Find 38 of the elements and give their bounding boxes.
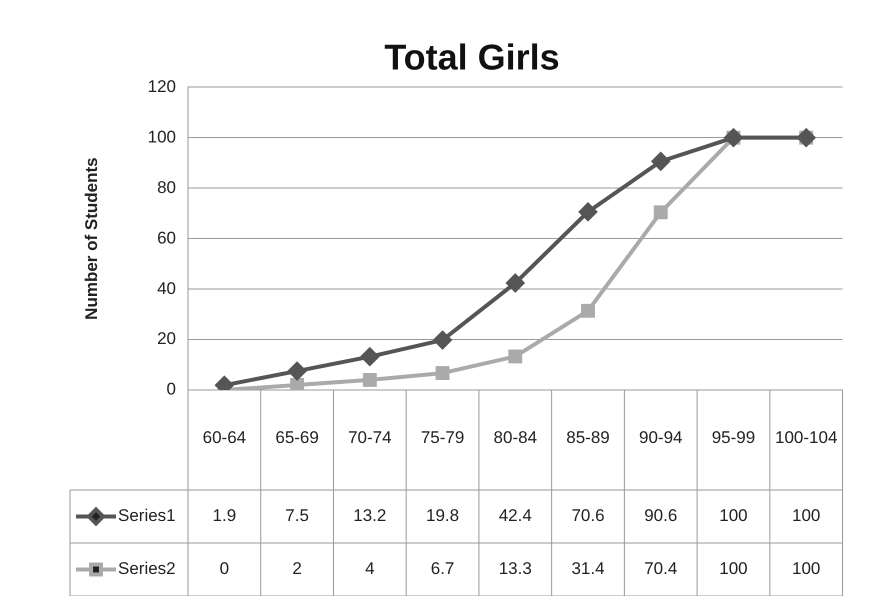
x-tick-label: 100-104 — [775, 428, 838, 447]
data-label: 19.8 — [426, 506, 460, 526]
data-label: 100 — [719, 506, 748, 526]
legend-label: Series1 — [118, 506, 176, 526]
data-label: 31.4 — [571, 559, 605, 578]
data-label: 70.4 — [644, 559, 678, 578]
data-label: 13.3 — [498, 559, 532, 578]
y-tick-label: 60 — [157, 228, 176, 248]
x-tick-label: 60-64 — [202, 428, 246, 447]
x-tick-label: 70-74 — [348, 428, 392, 447]
legend-label: Series2 — [118, 559, 176, 578]
data-label: 42.4 — [498, 506, 532, 526]
data-label: 100 — [792, 506, 820, 526]
data-label: 0 — [220, 559, 230, 578]
data-label: 100 — [792, 559, 820, 578]
chart-title: Total Girls — [384, 36, 560, 78]
x-tick-label: 65-69 — [275, 428, 319, 447]
data-label: 2 — [292, 559, 302, 578]
y-tick-label: 0 — [166, 380, 176, 399]
x-tick-label: 80-84 — [494, 428, 538, 447]
y-tick-label: 40 — [157, 278, 176, 298]
x-tick-label: 75-79 — [420, 428, 464, 447]
data-label: 6.7 — [430, 559, 454, 578]
y-tick-label: 20 — [157, 329, 176, 348]
data-label: 100 — [719, 559, 748, 578]
data-label: 13.2 — [353, 506, 386, 526]
data-label: 70.6 — [571, 506, 605, 526]
y-axis-title: Number of Students — [82, 157, 101, 320]
x-tick-label: 95-99 — [712, 428, 756, 447]
x-tick-label: 90-94 — [638, 428, 682, 447]
data-label: 1.9 — [212, 506, 236, 526]
x-tick-label: 85-89 — [566, 428, 610, 447]
y-tick-label: 120 — [148, 76, 176, 96]
y-tick-label: 80 — [157, 178, 176, 197]
data-label: 4 — [365, 559, 375, 578]
data-label: 7.5 — [285, 506, 309, 526]
y-tick-label: 100 — [148, 127, 176, 146]
data-label: 90.6 — [644, 506, 678, 526]
